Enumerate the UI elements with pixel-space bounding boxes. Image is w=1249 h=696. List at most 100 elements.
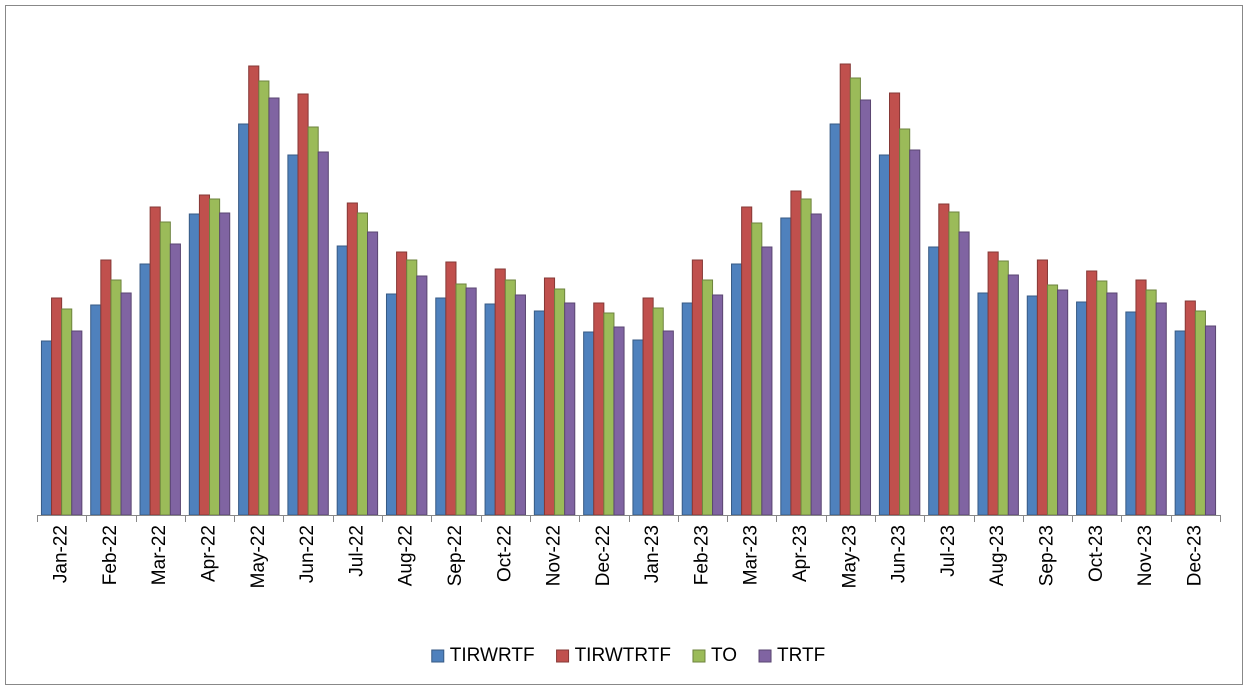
bar — [909, 149, 921, 516]
x-tick-label: Mar-23 — [741, 525, 762, 585]
bar — [1184, 300, 1196, 516]
bar — [317, 151, 329, 516]
bar — [110, 279, 122, 516]
bar — [238, 123, 250, 516]
bar — [928, 246, 940, 516]
bar — [564, 302, 576, 516]
bar — [712, 294, 724, 516]
bar — [938, 203, 950, 516]
legend-label: TIRWRTF — [450, 645, 535, 666]
bar — [613, 326, 625, 516]
bar — [533, 310, 545, 516]
x-tick-label: Feb-22 — [100, 525, 121, 585]
x-tick-label: Jan-23 — [642, 525, 663, 583]
bar — [642, 297, 654, 516]
bar — [1036, 259, 1048, 516]
bar — [1007, 274, 1019, 516]
bar — [632, 339, 644, 516]
bar — [958, 231, 970, 516]
bar — [761, 246, 773, 516]
bar — [987, 251, 999, 516]
bar — [219, 212, 231, 516]
bar — [543, 277, 556, 516]
x-tick-label: Jul-23 — [938, 525, 959, 577]
x-tick-label: Dec-22 — [593, 525, 614, 586]
bar — [800, 198, 812, 516]
bar — [1135, 279, 1147, 516]
bar — [484, 303, 496, 516]
bar — [1057, 289, 1069, 516]
bar — [899, 128, 911, 516]
bar — [188, 213, 200, 516]
bar — [997, 260, 1009, 516]
bar — [790, 190, 802, 516]
bar — [435, 297, 447, 516]
x-tick-label: Oct-23 — [1086, 525, 1107, 582]
bar — [100, 259, 112, 516]
x-tick-label: Aug-22 — [396, 525, 417, 586]
bar — [1145, 289, 1157, 516]
legend-label: TRTF — [777, 645, 825, 666]
bar — [209, 198, 221, 516]
bar — [1194, 310, 1206, 516]
bar — [287, 154, 299, 516]
bar — [120, 292, 132, 516]
bar — [514, 294, 526, 516]
bar — [1076, 301, 1088, 516]
bar — [780, 217, 792, 516]
bar — [465, 287, 477, 516]
bar — [1106, 292, 1118, 516]
bar — [652, 307, 664, 516]
bar — [1155, 302, 1167, 516]
bar — [593, 302, 605, 516]
legend-swatch — [758, 649, 772, 663]
bar — [603, 312, 615, 516]
bar — [367, 231, 379, 516]
x-tick-label: May-22 — [248, 525, 269, 588]
legend-swatch — [692, 649, 706, 663]
bar — [681, 302, 693, 516]
x-tick-label: Jun-23 — [889, 525, 910, 583]
bar — [40, 340, 53, 516]
bar — [346, 202, 358, 516]
bar — [583, 331, 595, 516]
bar — [691, 259, 703, 516]
bar — [741, 206, 753, 516]
legend-label: TO — [711, 645, 737, 666]
bar — [829, 123, 841, 516]
bar — [494, 268, 506, 516]
bar — [1086, 270, 1098, 516]
bar — [731, 263, 743, 516]
bar — [149, 206, 161, 516]
x-tick-label: Nov-23 — [1135, 525, 1156, 586]
bar — [61, 308, 73, 516]
bar — [139, 263, 151, 516]
bar — [71, 330, 83, 516]
bar — [554, 288, 566, 516]
legend-swatch — [431, 649, 445, 663]
x-tick-label: Dec-23 — [1184, 525, 1205, 586]
bar — [336, 245, 348, 516]
bar — [1125, 311, 1137, 516]
x-tick-label: Apr-22 — [199, 525, 220, 582]
x-tick-label: Sep-23 — [1036, 525, 1057, 586]
bar — [385, 293, 398, 516]
bar — [455, 283, 467, 516]
bar — [751, 222, 763, 516]
bar — [839, 63, 851, 516]
bar — [356, 212, 369, 516]
bar — [878, 154, 890, 516]
x-tick-label: Oct-22 — [494, 525, 515, 582]
bar — [948, 211, 960, 516]
bar — [1096, 280, 1108, 516]
x-tick-label: Feb-23 — [691, 525, 712, 585]
x-tick-label: Mar-22 — [149, 525, 170, 585]
bar — [416, 275, 428, 516]
bar — [1204, 325, 1217, 516]
x-tick-label: Jan-22 — [51, 525, 72, 583]
legend-swatch — [556, 649, 570, 663]
bar — [888, 92, 901, 516]
bar — [396, 251, 408, 516]
bar — [1026, 295, 1038, 516]
